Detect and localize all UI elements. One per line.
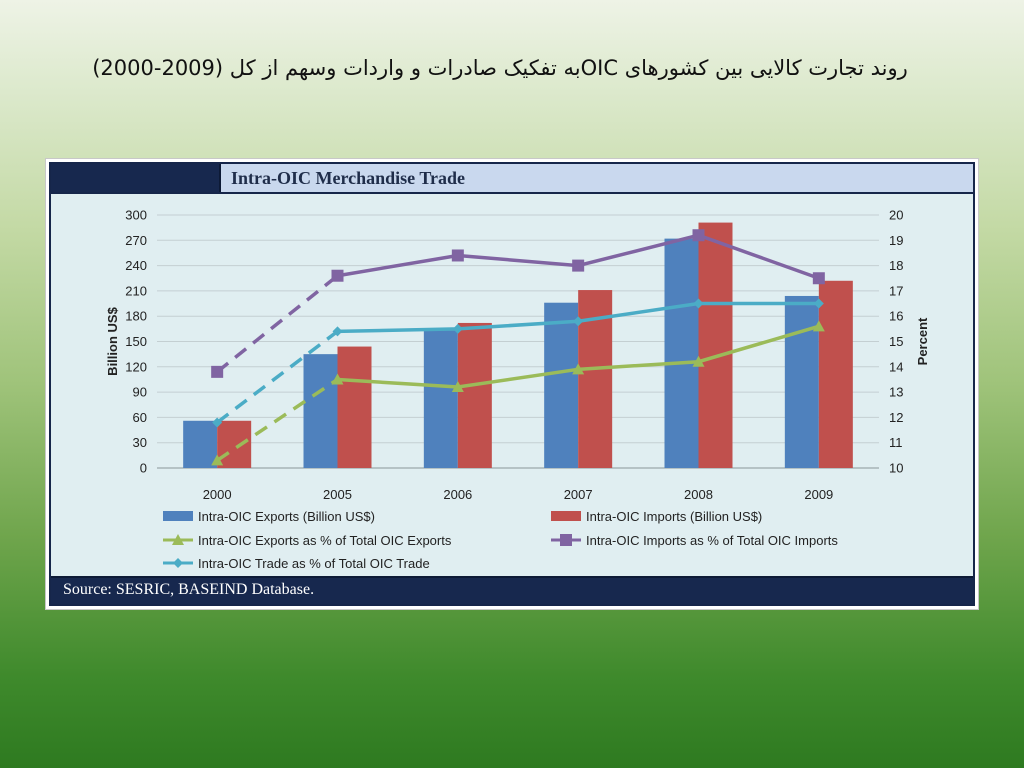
legend-label: Intra-OIC Exports (Billion US$) — [198, 509, 375, 524]
chart-title: Intra-OIC Merchandise Trade — [231, 168, 465, 188]
legend-marker — [560, 534, 572, 546]
chart-panel: Intra-OIC Merchandise Trade 0 30 60 90 120 15… — [45, 158, 979, 610]
y-tick-label: 120 — [125, 359, 147, 374]
point-exports-pct — [812, 320, 825, 332]
y-tick-label: 210 — [125, 283, 147, 298]
x-tick-label: 2009 — [804, 487, 833, 502]
point-trade-pct — [212, 417, 223, 428]
point-trade-pct — [573, 316, 584, 327]
y2-tick-label: 16 — [889, 309, 903, 324]
y-tick-label: 60 — [133, 410, 147, 425]
slide-title: روند تجارت کالایی بین کشورهای OICبه تفکی… — [92, 56, 908, 80]
x-tick-label: 2000 — [203, 487, 232, 502]
y2-tick-label: 17 — [889, 283, 903, 298]
x-tick-label: 2006 — [443, 487, 472, 502]
point-imports-pct — [211, 365, 224, 378]
y2-tick-label: 13 — [889, 385, 903, 400]
bar-imports — [818, 280, 853, 468]
line-imports-pct-dashed-segment — [216, 274, 339, 374]
y-tick-label: 180 — [125, 309, 147, 324]
point-trade-pct — [813, 298, 824, 309]
point-trade-pct — [452, 323, 463, 334]
point-imports-pct — [692, 229, 705, 242]
point-imports-pct — [451, 249, 464, 262]
y-tick-label: 270 — [125, 233, 147, 248]
bar-exports — [664, 238, 699, 468]
source-text: Source: SESRIC, BASEIND Database. — [63, 581, 315, 598]
point-exports-pct — [572, 363, 585, 375]
x-tick-label: 2008 — [684, 487, 713, 502]
line-imports-pct — [337, 233, 820, 280]
y2-tick-label: 15 — [889, 334, 903, 349]
y-tick-label: 240 — [125, 258, 147, 273]
y2-tick-label: 20 — [889, 208, 903, 223]
y2-tick-label: 18 — [889, 258, 903, 273]
legend-label: Intra-OIC Imports (Billion US$) — [586, 509, 762, 524]
legend-label: Intra-OIC Imports as % of Total OIC Impo… — [586, 533, 838, 548]
x-tick-label: 2007 — [564, 487, 593, 502]
point-trade-pct — [332, 326, 343, 337]
y-tick-label: 30 — [133, 435, 147, 450]
bar-imports — [457, 322, 492, 468]
point-exports-pct — [692, 355, 705, 367]
legend-marker — [172, 534, 184, 545]
chart-header: Intra-OIC Merchandise Trade — [51, 164, 973, 194]
y-axis-title: Billion US$ — [105, 306, 120, 375]
y2-tick-label: 11 — [889, 435, 903, 450]
y2-tick-label: 10 — [889, 461, 903, 476]
trade-chart: 0 30 60 90 120 150 180 210 240 270 300 10 11 12 13 14 15… — [105, 208, 930, 572]
line-exports-pct-dashed-segment — [216, 377, 339, 462]
y-tick-label: 0 — [140, 461, 147, 476]
point-imports-pct — [572, 259, 585, 272]
point-exports-pct — [451, 381, 464, 393]
bar-exports — [303, 354, 338, 468]
legend-label: Intra-OIC Trade as % of Total OIC Trade — [198, 556, 430, 571]
bar-exports — [183, 420, 218, 468]
bar-imports — [698, 222, 733, 468]
point-imports-pct — [331, 269, 344, 282]
y2-tick-label: 14 — [889, 359, 903, 374]
bar-exports — [784, 295, 819, 468]
legend-label: Intra-OIC Exports as % of Total OIC Expo… — [198, 533, 452, 548]
point-exports-pct — [331, 373, 344, 385]
point-imports-pct — [812, 272, 825, 285]
bar-exports — [423, 330, 458, 468]
y2-tick-label: 12 — [889, 410, 903, 425]
header-accent-block — [51, 164, 221, 192]
bar-exports — [544, 302, 579, 468]
point-exports-pct — [211, 454, 224, 466]
y2-tick-label: 19 — [889, 233, 903, 248]
legend-swatch — [551, 511, 581, 521]
line-trade-pct-dashed-segment — [216, 329, 339, 424]
bar-imports — [217, 420, 252, 468]
chart-frame: Intra-OIC Merchandise Trade 0 30 60 90 120 15… — [49, 162, 975, 606]
legend-swatch — [163, 511, 193, 521]
legend-marker — [173, 558, 183, 568]
y-tick-label: 90 — [133, 385, 147, 400]
bar-imports — [337, 346, 372, 468]
point-trade-pct — [693, 298, 704, 309]
y-tick-label: 300 — [125, 208, 147, 223]
y2-axis-title: Percent — [915, 317, 930, 365]
y-tick-label: 150 — [125, 334, 147, 349]
source-bar: Source: SESRIC, BASEIND Database. — [51, 576, 973, 604]
x-tick-label: 2005 — [323, 487, 352, 502]
